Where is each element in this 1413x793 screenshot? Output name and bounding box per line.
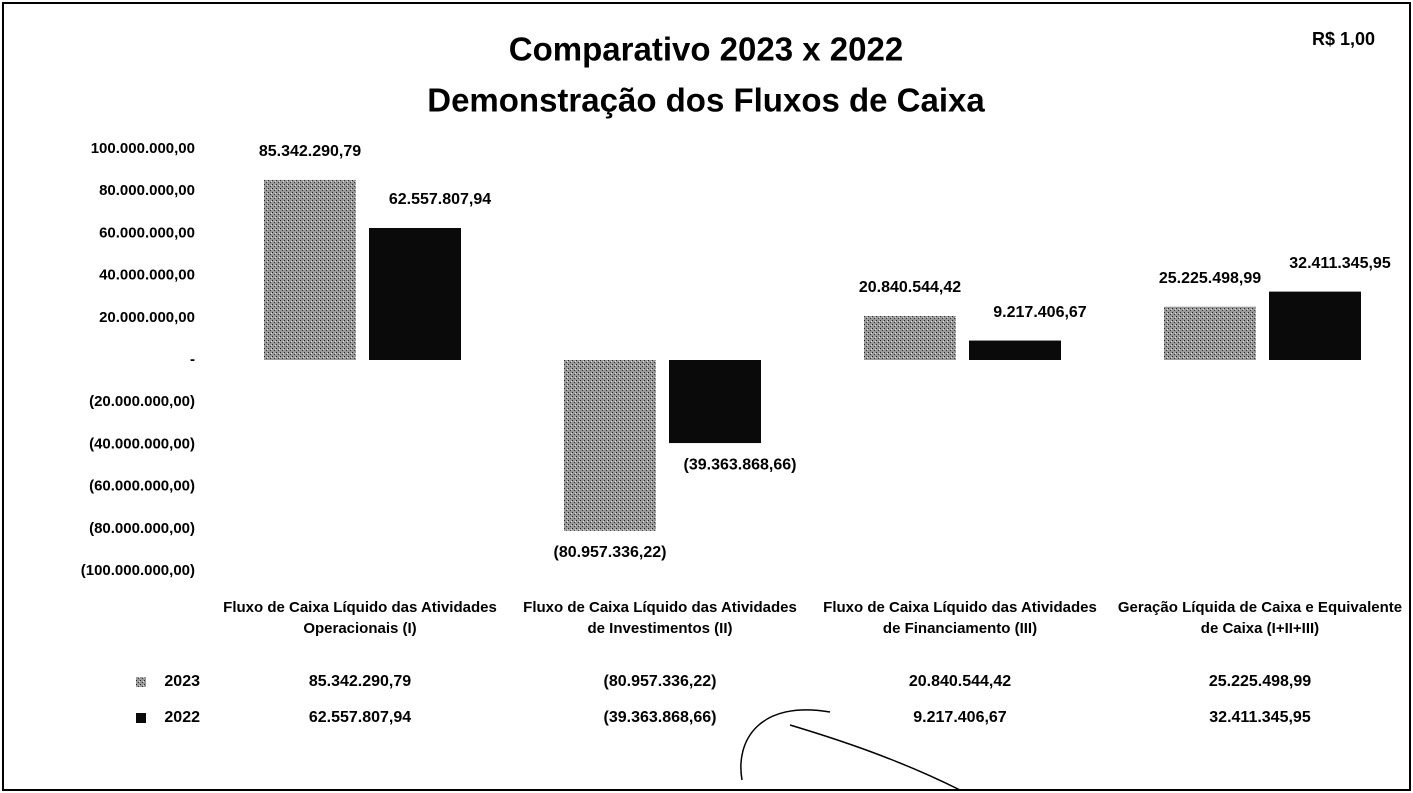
- data-label: (80.957.336,22): [554, 544, 667, 561]
- data-label: 85.342.290,79: [259, 143, 361, 160]
- y-tick-label: 20.000.000,00: [99, 309, 195, 326]
- bar: [969, 340, 1061, 360]
- table-cell: (80.957.336,22): [604, 673, 717, 690]
- data-label: 62.557.807,94: [389, 191, 491, 208]
- data-label: 9.217.406,67: [993, 304, 1087, 321]
- legend-swatch: [136, 677, 146, 687]
- table-cell: (39.363.868,66): [604, 709, 717, 726]
- bar: [264, 179, 356, 360]
- table-cell: 20.840.544,42: [909, 673, 1011, 690]
- chart-title: Comparativo 2023 x 2022: [509, 31, 903, 68]
- x-tick-label: Geração Líquida de Caixa e Equivalente d…: [1117, 599, 1403, 637]
- table-cell: 85.342.290,79: [309, 673, 411, 690]
- y-tick-label: (80.000.000,00): [89, 520, 195, 537]
- table-cell: 32.411.345,95: [1209, 709, 1311, 726]
- bar: [669, 360, 761, 444]
- y-tick-label: -: [190, 351, 195, 368]
- y-tick-label: (20.000.000,00): [89, 393, 195, 410]
- bar: [864, 316, 956, 360]
- legend-swatch: [136, 713, 146, 723]
- table-cell: 9.217.406,67: [913, 709, 1007, 726]
- y-tick-label: 100.000.000,00: [91, 140, 195, 157]
- bar: [1269, 291, 1361, 360]
- x-tick-label: Fluxo de Caixa Líquido das Atividades Op…: [223, 599, 497, 637]
- bar: [564, 360, 656, 531]
- y-tick-label: 80.000.000,00: [99, 182, 195, 199]
- table-cell: 62.557.807,94: [309, 709, 411, 726]
- x-tick-label-box: Fluxo de Caixa Líquido das Atividades de…: [523, 599, 797, 637]
- legend-label: 2023: [164, 673, 200, 690]
- x-tick-label-box: Fluxo de Caixa Líquido das Atividades de…: [823, 599, 1097, 637]
- handwritten-mark: [740, 709, 961, 791]
- x-tick-label-box: Fluxo de Caixa Líquido das Atividades Op…: [223, 599, 497, 637]
- data-label: (39.363.868,66): [684, 456, 797, 473]
- y-tick-label: (40.000.000,00): [89, 435, 195, 452]
- table-cell: 25.225.498,99: [1209, 673, 1311, 690]
- data-label: 32.411.345,95: [1289, 255, 1391, 272]
- y-tick-label: 60.000.000,00: [99, 224, 195, 241]
- data-label: 25.225.498,99: [1159, 270, 1261, 287]
- x-tick-label: Fluxo de Caixa Líquido das Atividades de…: [823, 599, 1097, 637]
- data-label: 20.840.544,42: [859, 279, 961, 296]
- y-tick-label: 40.000.000,00: [99, 267, 195, 284]
- x-tick-label: Fluxo de Caixa Líquido das Atividades de…: [523, 599, 797, 637]
- bar: [369, 228, 461, 360]
- bar: [1164, 306, 1256, 360]
- y-tick-label: (100.000.000,00): [81, 562, 195, 579]
- unit-note: R$ 1,00: [1312, 29, 1375, 49]
- y-tick-label: (60.000.000,00): [89, 478, 195, 495]
- chart-subtitle: Demonstração dos Fluxos de Caixa: [427, 82, 985, 119]
- x-tick-label-box: Geração Líquida de Caixa e Equivalente d…: [1117, 599, 1403, 637]
- legend-label: 2022: [164, 709, 200, 726]
